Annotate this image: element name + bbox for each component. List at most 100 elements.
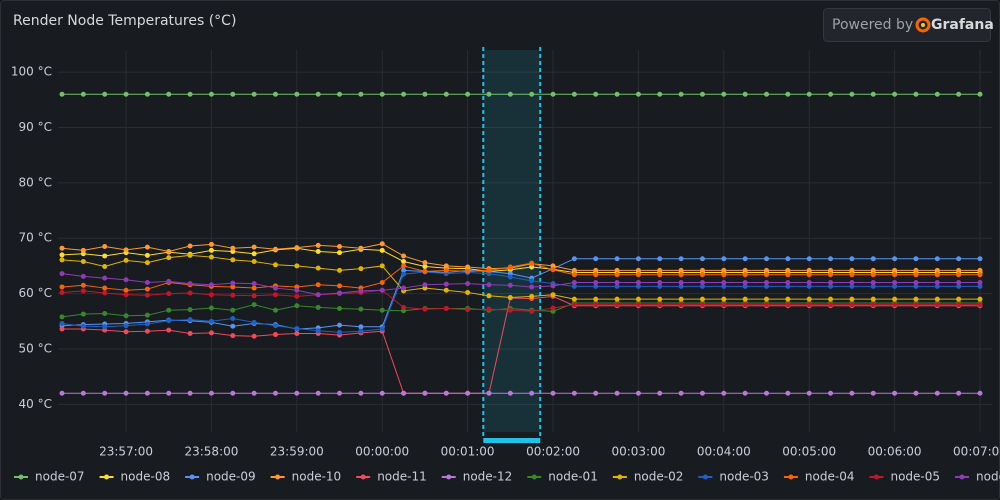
data-point — [166, 291, 172, 297]
data-point — [315, 242, 321, 248]
data-point — [507, 274, 513, 280]
data-point — [123, 292, 129, 298]
legend-swatch-dot — [617, 474, 623, 480]
data-point — [379, 326, 385, 332]
data-point — [251, 319, 257, 325]
data-point — [315, 292, 321, 298]
data-point — [678, 256, 684, 262]
data-point — [550, 390, 556, 396]
annotation-marker[interactable] — [483, 438, 541, 443]
data-point — [550, 292, 556, 298]
data-point — [913, 256, 919, 262]
x-tick-label: 00:01:00 — [441, 445, 495, 459]
data-point — [593, 280, 599, 286]
x-tick-label: 00:02:00 — [526, 445, 580, 459]
data-point — [507, 282, 513, 288]
legend-item[interactable]: node-04 — [783, 470, 855, 484]
data-point — [144, 328, 150, 334]
data-point — [507, 390, 513, 396]
badge-text: Powered by — [832, 17, 913, 33]
data-point — [934, 280, 940, 286]
data-point — [699, 390, 705, 396]
data-point — [721, 91, 727, 97]
data-point — [721, 296, 727, 302]
data-point — [934, 256, 940, 262]
data-point — [230, 307, 236, 313]
data-point — [934, 390, 940, 396]
data-point — [486, 282, 492, 288]
legend-item[interactable]: node-03 — [698, 470, 769, 484]
x-tick-label: 00:06:00 — [868, 445, 922, 459]
data-point — [507, 91, 513, 97]
data-point — [529, 293, 535, 299]
data-point — [272, 323, 278, 329]
data-point — [550, 263, 556, 269]
data-point — [187, 390, 193, 396]
data-point — [913, 302, 919, 308]
data-point — [59, 320, 65, 326]
data-point — [913, 296, 919, 302]
powered-by-badge[interactable]: Powered by Grafana — [823, 8, 994, 42]
data-point — [507, 294, 513, 300]
data-point — [806, 272, 812, 278]
legend-item[interactable]: node-11 — [356, 470, 427, 484]
data-point — [422, 260, 428, 266]
data-point — [337, 250, 343, 256]
data-point — [742, 296, 748, 302]
legend-swatch-dot — [788, 474, 794, 480]
data-point — [699, 302, 705, 308]
series-line — [61, 247, 980, 274]
legend-item[interactable]: node-09 — [185, 470, 256, 484]
data-point — [337, 244, 343, 250]
data-point — [208, 305, 214, 311]
series-line — [61, 271, 980, 333]
badge-frame — [823, 8, 991, 42]
data-point — [593, 302, 599, 308]
data-point — [144, 91, 150, 97]
data-point — [977, 267, 983, 273]
data-point — [571, 390, 577, 396]
data-point — [123, 257, 129, 263]
data-point — [358, 306, 364, 312]
data-point — [123, 277, 129, 283]
data-point — [379, 287, 385, 293]
data-point — [678, 390, 684, 396]
data-point — [251, 244, 257, 250]
data-point — [550, 91, 556, 97]
legend-label: node-09 — [206, 470, 256, 484]
series-line — [61, 273, 980, 296]
data-point — [806, 296, 812, 302]
data-point — [358, 390, 364, 396]
data-point — [123, 329, 129, 335]
data-point — [657, 296, 663, 302]
data-point — [443, 390, 449, 396]
legend-item[interactable]: node-01 — [527, 470, 598, 484]
data-point — [614, 256, 620, 262]
data-point — [443, 306, 449, 312]
data-point — [102, 91, 108, 97]
data-point — [550, 283, 556, 289]
legend-item[interactable]: node-02 — [612, 470, 684, 484]
legend-swatch-dot — [959, 474, 965, 480]
data-point — [657, 256, 663, 262]
data-point — [785, 283, 791, 289]
data-point — [401, 304, 407, 310]
data-point — [187, 91, 193, 97]
data-point — [849, 280, 855, 286]
legend-item[interactable]: node-12 — [441, 470, 513, 484]
legend-item[interactable]: node-08 — [99, 470, 171, 484]
data-point — [358, 328, 364, 334]
legend-item[interactable]: node-07 — [14, 470, 85, 484]
data-point — [934, 296, 940, 302]
data-point — [614, 302, 620, 308]
data-point — [956, 267, 962, 273]
legend-item[interactable]: node-10 — [270, 470, 342, 484]
data-point — [337, 322, 343, 328]
data-point — [742, 283, 748, 289]
data-point — [337, 306, 343, 312]
data-point — [849, 390, 855, 396]
data-point — [529, 278, 535, 284]
legend-item[interactable]: node-05 — [869, 470, 940, 484]
data-point — [251, 390, 257, 396]
legend-item[interactable]: node-06 — [955, 470, 1000, 484]
